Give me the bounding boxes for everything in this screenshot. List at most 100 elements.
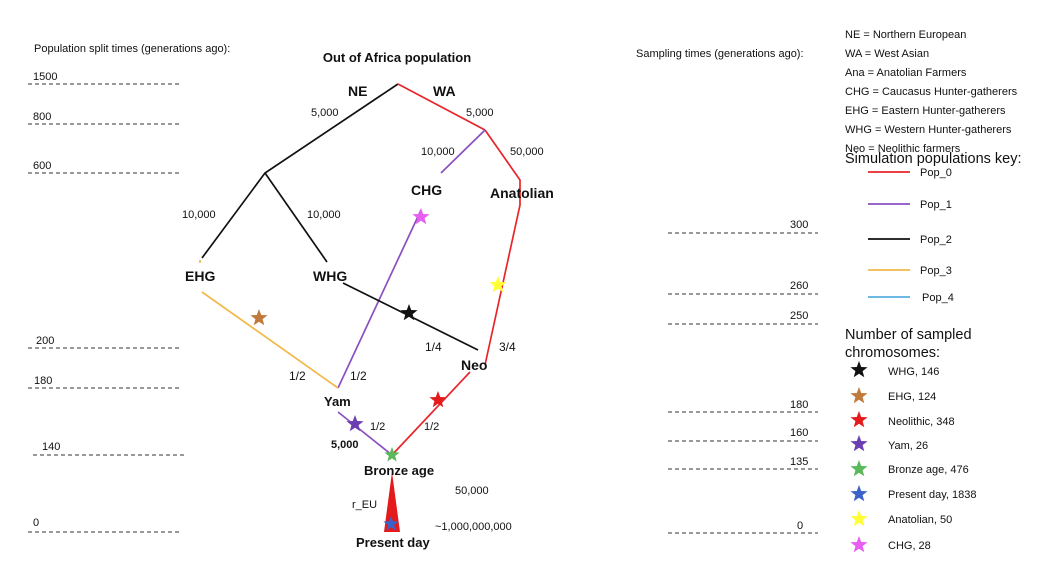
anatolian-sample-star <box>489 276 507 293</box>
split-tick-label: 180 <box>34 375 52 387</box>
present-label: Present day <box>356 535 430 550</box>
root-label: Out of Africa population <box>323 50 471 65</box>
sampling-tick-label: 260 <box>790 280 808 292</box>
ehg-key-star <box>850 387 868 404</box>
neolithic-key-label: Neolithic, 348 <box>888 416 955 428</box>
branch-anatolian <box>484 129 521 366</box>
neolithic-key-star <box>850 411 868 428</box>
yam-ehg-fraction: 1/2 <box>289 369 306 383</box>
sampled-key-title-line2: chromosomes: <box>845 345 940 361</box>
split-axis: 1500 800 600 200 180 140 0 <box>28 71 185 533</box>
split-axis-title: Population split times (generations ago)… <box>34 43 230 55</box>
pop0-label: Pop_0 <box>920 167 952 179</box>
chg-label: CHG <box>411 182 442 198</box>
neo-anatolian-fraction: 3/4 <box>499 340 516 354</box>
ehg-label: EHG <box>185 268 215 284</box>
bronze-neo-fraction: 1/2 <box>424 421 439 433</box>
whg-sample-star <box>400 304 418 321</box>
abbreviations-list: NE = Northern European WA = West Asian A… <box>845 29 1018 155</box>
yam-label: Yam <box>324 394 351 409</box>
abbreviation-item: EHG = Eastern Hunter-gatherers <box>845 105 1006 117</box>
branch-neo-bronze <box>391 371 471 456</box>
anatolian-key-star <box>850 510 868 527</box>
chg-key-star <box>850 536 868 553</box>
chg-key-label: CHG, 28 <box>888 540 931 552</box>
branch-ne-whg <box>264 172 328 263</box>
split-tick-label: 140 <box>42 441 60 453</box>
bronze-label: Bronze age <box>364 463 434 478</box>
yam-key-star <box>850 435 868 452</box>
split-tick-label: 600 <box>33 160 51 172</box>
growth-rate-label: r_EU <box>352 499 377 511</box>
chg-sample-star <box>412 208 430 225</box>
abbreviation-item: Neo = Neolithic farmers <box>845 143 961 155</box>
bronze-key-label: Bronze age, 476 <box>888 464 969 476</box>
sampled-key: Number of sampled chromosomes: WHG, 146 … <box>845 327 976 553</box>
abbreviation-item: CHG = Caucasus Hunter-gatherers <box>845 86 1018 98</box>
branch-wa-chg <box>440 129 486 174</box>
neo-whg-fraction: 1/4 <box>425 340 442 354</box>
present-sample-star <box>383 516 399 531</box>
sampling-tick-label: 250 <box>790 310 808 322</box>
whg-key-label: WHG, 146 <box>888 366 939 378</box>
abbreviation-item: Ana = Anatolian Farmers <box>845 67 967 79</box>
split-tick-label: 1500 <box>33 71 57 83</box>
bronze-yam-fraction: 1/2 <box>370 421 385 433</box>
chg-size-label: 10,000 <box>421 146 455 158</box>
sampling-tick-label: 180 <box>790 399 808 411</box>
branch-ne <box>201 83 399 259</box>
present-size-label: ~1,000,000,000 <box>435 521 512 533</box>
neo-sample-star <box>429 391 447 408</box>
ehg-size-label: 10,000 <box>182 209 216 221</box>
anatolian-key-label: Anatolian, 50 <box>888 514 952 526</box>
pop2-label: Pop_2 <box>920 234 952 246</box>
sampling-tick-label: 0 <box>797 520 803 532</box>
wa-label: WA <box>433 83 456 99</box>
sampling-axis-title: Sampling times (generations ago): <box>636 48 804 60</box>
yam-key-label: Yam, 26 <box>888 440 928 452</box>
branch-ehg-yam <box>201 291 339 389</box>
ne-size-label: 5,000 <box>311 107 339 119</box>
sampling-axis: 300 260 250 180 160 135 0 <box>668 219 818 534</box>
present-key-star <box>850 485 868 502</box>
populations-key-title: Simulation populations key: <box>845 151 1022 167</box>
sampling-tick-label: 300 <box>790 219 808 231</box>
sampling-tick-label: 160 <box>790 427 808 439</box>
pop3-label: Pop_3 <box>920 265 952 277</box>
split-tick-label: 0 <box>33 517 39 529</box>
wa-size-label: 5,000 <box>466 107 494 119</box>
neo-label: Neo <box>461 357 487 373</box>
split-tick-label: 200 <box>36 335 54 347</box>
pop1-label: Pop_1 <box>920 199 952 211</box>
whg-label: WHG <box>313 268 347 284</box>
abbreviation-item: NE = Northern European <box>845 29 966 41</box>
ehg-key-label: EHG, 124 <box>888 391 936 403</box>
tree-labels: Out of Africa population NE WA 5,000 5,0… <box>182 50 554 550</box>
bronze-sample-star <box>384 447 400 462</box>
branch-wa <box>397 83 486 131</box>
anatolian-label: Anatolian <box>490 185 554 201</box>
abbreviation-item: WA = West Asian <box>845 48 929 60</box>
populations-key: Simulation populations key: Pop_0 Pop_1 … <box>845 151 1022 304</box>
sampled-key-title-line1: Number of sampled <box>845 327 972 343</box>
yam-sample-star <box>346 415 364 432</box>
bronze-size-label: 50,000 <box>455 485 489 497</box>
tree-sample-stars <box>250 208 507 531</box>
abbreviation-item: WHG = Western Hunter-gatherers <box>845 124 1012 136</box>
tree-branches <box>199 83 521 532</box>
present-growth-cone <box>384 472 400 532</box>
sampling-tick-label: 135 <box>790 456 808 468</box>
yam-size-label: 5,000 <box>331 439 359 451</box>
ne-label: NE <box>348 83 367 99</box>
anatolian-size-label: 50,000 <box>510 146 544 158</box>
bronze-key-star <box>850 460 868 477</box>
branch-chg-yam <box>337 209 422 389</box>
whg-key-star <box>850 361 868 378</box>
present-key-label: Present day, 1838 <box>888 489 976 501</box>
branch-yam-bronze <box>337 411 393 456</box>
ehg-sample-star <box>250 309 268 326</box>
whg-size-label: 10,000 <box>307 209 341 221</box>
pop4-label: Pop_4 <box>922 292 954 304</box>
